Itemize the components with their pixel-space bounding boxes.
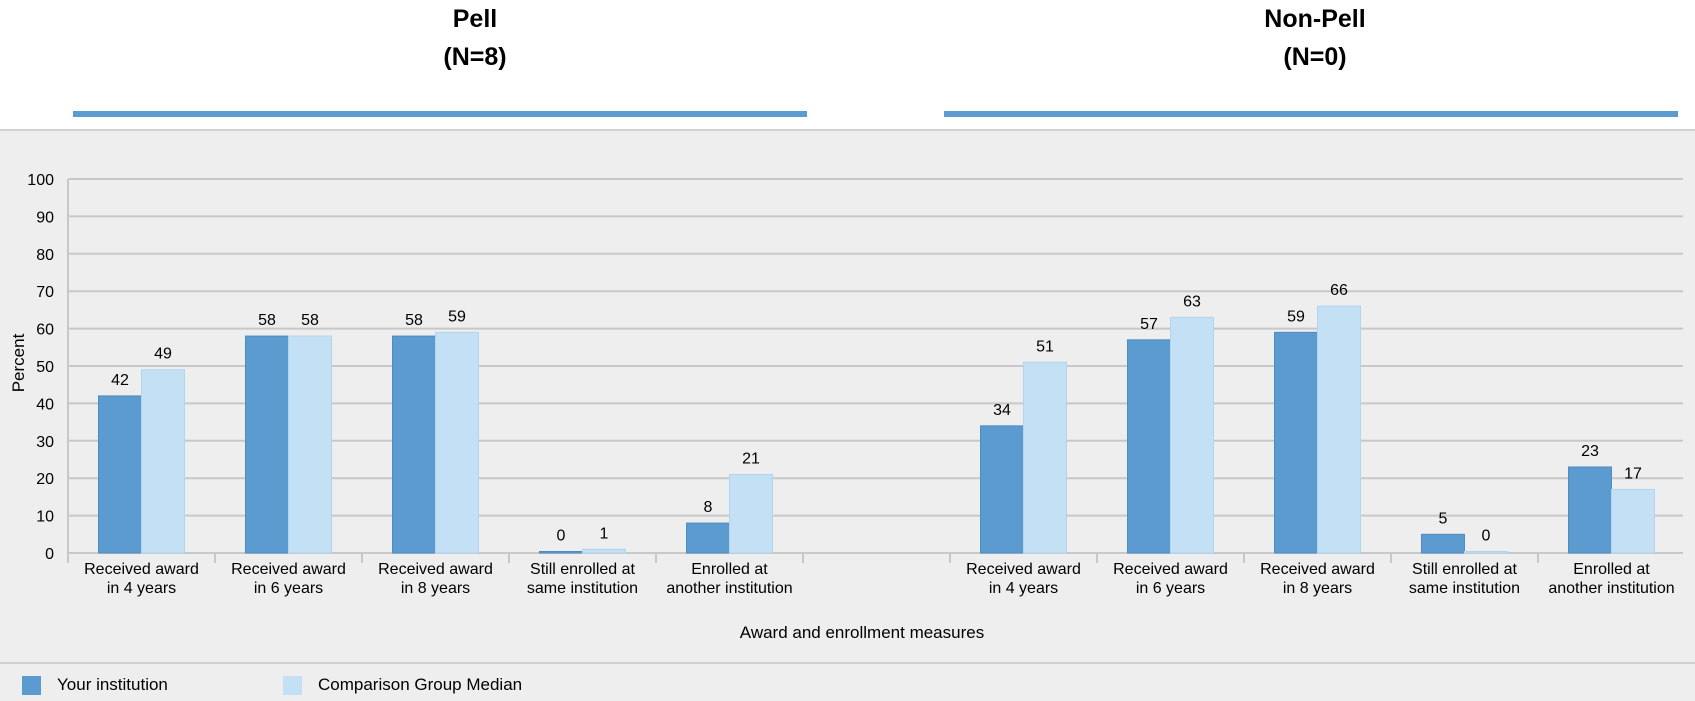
- x-tick-label: another institution: [666, 580, 792, 597]
- x-tick-label: Received award: [1113, 561, 1228, 578]
- legend-swatch: [22, 675, 41, 695]
- data-label: 58: [301, 312, 319, 329]
- data-label: 1: [600, 525, 609, 542]
- y-tick-label: 50: [36, 359, 54, 376]
- x-tick-label: Enrolled at: [1573, 561, 1650, 578]
- data-label: 49: [154, 346, 172, 363]
- y-tick-label: 80: [36, 247, 54, 264]
- panel-rule-non-pell: [944, 111, 1678, 117]
- bar: [1568, 466, 1612, 554]
- y-tick-label: 30: [36, 434, 54, 451]
- data-label: 34: [993, 402, 1011, 419]
- bar: [582, 548, 626, 554]
- x-tick-label: another institution: [1548, 580, 1674, 597]
- y-tick-label: 20: [36, 471, 54, 488]
- y-tick-label: 60: [36, 322, 54, 339]
- panel-title-pell: Pell (N=8): [330, 0, 620, 76]
- data-label: 8: [704, 499, 713, 516]
- data-label: 57: [1140, 316, 1158, 333]
- legend-swatch: [283, 675, 302, 695]
- x-tick-label: in 6 years: [254, 580, 323, 597]
- panel-title: Non-Pell: [1264, 5, 1366, 33]
- x-tick-label: Received award: [84, 561, 199, 578]
- bar: [729, 473, 773, 554]
- chart-legend: Your institution Comparison Group Median: [0, 662, 1695, 701]
- bar: [1170, 316, 1214, 554]
- x-tick-label: same institution: [1409, 580, 1520, 597]
- bar: [1127, 339, 1171, 554]
- legend-label: Comparison Group Median: [318, 675, 523, 694]
- bar: [141, 369, 185, 554]
- data-label: 0: [557, 528, 566, 545]
- data-label: 58: [258, 312, 276, 329]
- x-tick-label: Received award: [231, 561, 346, 578]
- x-tick-label: in 8 years: [1283, 580, 1352, 597]
- legend-item-your-institution: Your institution: [22, 674, 168, 696]
- chart-plot-area: 0 10 20 30 40 50 60 70 80 90 100 42 49 Received award…: [0, 129, 1695, 662]
- y-tick-label: 0: [45, 546, 54, 563]
- legend-label: Your institution: [57, 675, 168, 694]
- x-tick-label: in 4 years: [989, 580, 1058, 597]
- data-label: 0: [1482, 528, 1491, 545]
- x-tick-label: in 6 years: [1136, 580, 1205, 597]
- y-tick-label: 90: [36, 209, 54, 226]
- bar: [1023, 361, 1067, 554]
- x-tick-label: Received award: [378, 561, 493, 578]
- data-label: 5: [1439, 510, 1448, 527]
- data-label: 17: [1624, 465, 1642, 482]
- bar: [1464, 551, 1508, 554]
- x-tick-label: Enrolled at: [691, 561, 768, 578]
- y-tick-label: 10: [36, 509, 54, 526]
- x-tick-label: Still enrolled at: [1412, 561, 1518, 578]
- bar: [98, 395, 142, 554]
- bar: [288, 335, 332, 554]
- data-label: 66: [1330, 282, 1348, 299]
- data-label: 42: [111, 372, 129, 389]
- bar: [245, 335, 289, 554]
- data-label: 23: [1581, 443, 1599, 460]
- panel-subtitle: (N=8): [443, 43, 507, 71]
- y-axis-title: Percent: [9, 333, 28, 392]
- x-tick-label: Received award: [966, 561, 1081, 578]
- bar: [1421, 533, 1465, 554]
- x-tick-label: in 8 years: [401, 580, 470, 597]
- x-tick-label: Still enrolled at: [530, 561, 636, 578]
- y-tick-label: 70: [36, 284, 54, 301]
- y-tick-label: 40: [36, 396, 54, 413]
- bar: [435, 331, 479, 554]
- x-axis-title: Award and enrollment measures: [740, 623, 984, 642]
- bar: [539, 551, 583, 554]
- panel-title: Pell: [452, 5, 498, 33]
- x-tick-label: in 4 years: [107, 580, 176, 597]
- bar: [1274, 331, 1318, 554]
- bar: [1317, 305, 1361, 554]
- x-tick-label: Received award: [1260, 561, 1375, 578]
- data-label: 59: [1287, 308, 1305, 325]
- data-label: 63: [1183, 293, 1201, 310]
- data-label: 51: [1036, 338, 1054, 355]
- panel-subtitle: (N=0): [1283, 43, 1347, 71]
- bar: [392, 335, 436, 554]
- panel-title-non-pell: Non-Pell (N=0): [1170, 0, 1460, 76]
- bar: [686, 522, 730, 554]
- x-tick-label: same institution: [527, 580, 638, 597]
- bar: [980, 425, 1024, 554]
- bar: [1611, 488, 1655, 554]
- data-label: 21: [742, 450, 760, 467]
- panel-rule-pell: [73, 111, 807, 117]
- legend-item-comparison-median: Comparison Group Median: [283, 674, 522, 696]
- y-tick-label: 100: [27, 172, 54, 189]
- data-label: 59: [448, 308, 466, 325]
- data-label: 58: [405, 312, 423, 329]
